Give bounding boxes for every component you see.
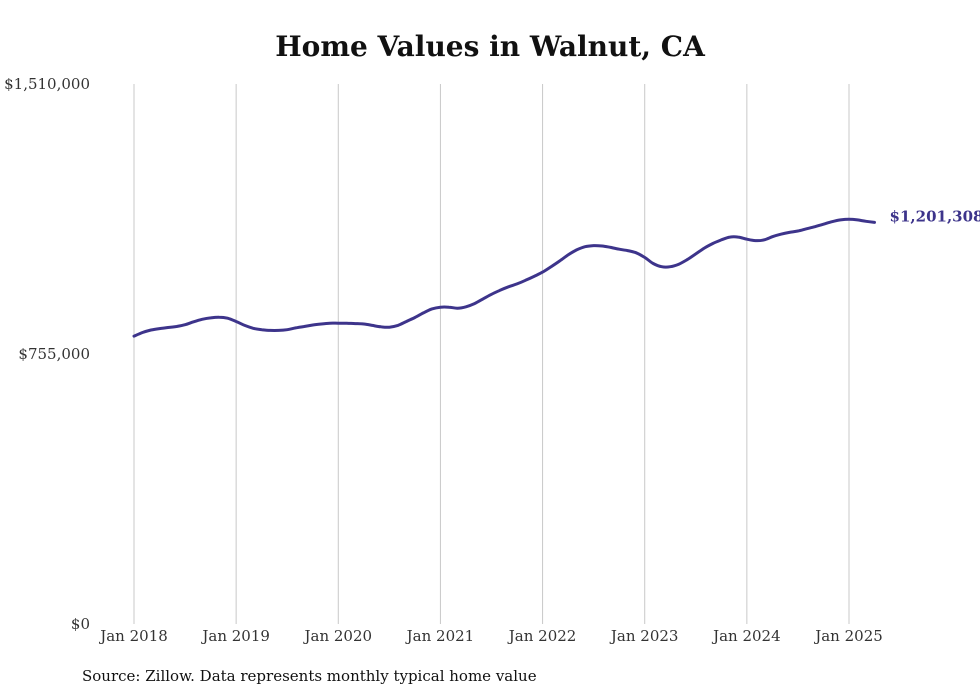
gridlines — [133, 84, 850, 624]
x-tick-label: Jan 2021 — [405, 627, 475, 645]
x-tick-label: Jan 2019 — [200, 627, 270, 645]
x-tick-label: Jan 2024 — [711, 627, 781, 645]
y-tick-label: $0 — [71, 615, 90, 633]
y-tick-label: $755,000 — [18, 345, 90, 363]
end-value-label: $1,201,308 — [890, 207, 980, 225]
x-tick-label: Jan 2020 — [303, 627, 373, 645]
x-tick-label: Jan 2023 — [609, 627, 679, 645]
source-note: Source: Zillow. Data represents monthly … — [82, 667, 537, 685]
x-tick-label: Jan 2018 — [98, 627, 168, 645]
series-line — [132, 217, 876, 338]
x-axis-ticks: Jan 2018 Jan 2019 Jan 2020 Jan 2021 Jan 2022… — [98, 627, 883, 645]
y-tick-label: $1,510,000 — [4, 75, 90, 93]
x-tick-label: Jan 2025 — [813, 627, 883, 645]
chart-title: Home Values in Walnut, CA — [275, 30, 705, 63]
y-axis-ticks: $0 $755,000 $1,510,000 — [4, 75, 90, 633]
x-tick-label: Jan 2022 — [507, 627, 577, 645]
